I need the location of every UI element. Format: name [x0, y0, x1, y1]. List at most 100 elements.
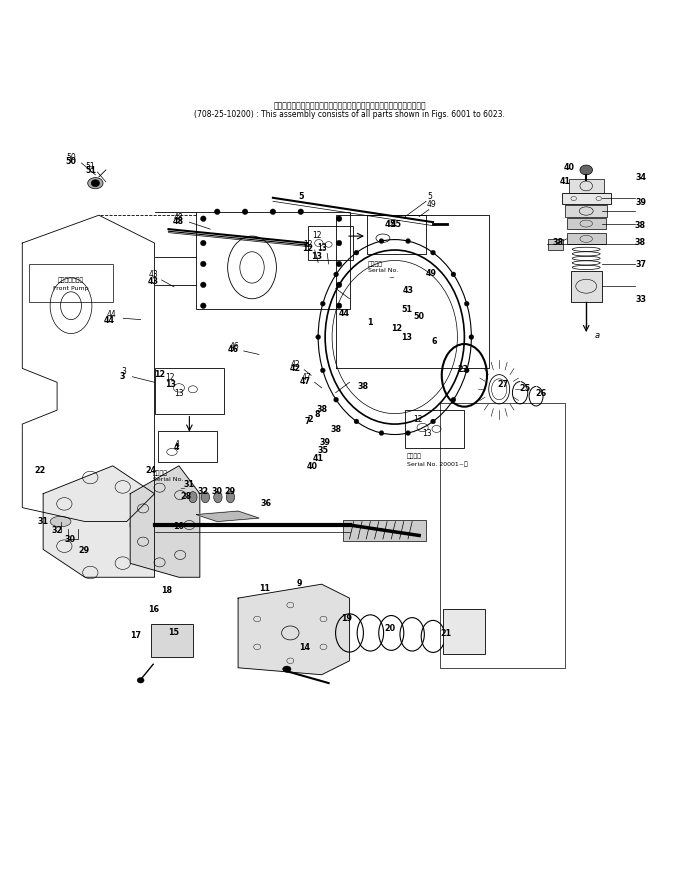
Bar — [308, 226, 353, 261]
Ellipse shape — [201, 262, 206, 267]
Text: 32: 32 — [198, 487, 209, 496]
Text: 29: 29 — [78, 545, 89, 554]
Text: 28: 28 — [180, 492, 192, 501]
Ellipse shape — [354, 419, 359, 424]
Ellipse shape — [87, 178, 103, 189]
Text: 3: 3 — [122, 367, 127, 376]
Text: 36: 36 — [261, 499, 271, 508]
Ellipse shape — [580, 166, 593, 175]
Text: 43: 43 — [147, 277, 159, 286]
Text: 50: 50 — [414, 311, 424, 321]
Text: 39: 39 — [635, 197, 646, 207]
Bar — [367, 216, 426, 254]
Text: 47: 47 — [301, 373, 311, 381]
Ellipse shape — [464, 302, 469, 307]
Ellipse shape — [405, 431, 410, 436]
Text: 44: 44 — [104, 316, 115, 324]
Text: (708-25-10200) : This assembly consists of all parts shown in Figs. 6001 to 6023: (708-25-10200) : This assembly consists … — [194, 110, 505, 118]
Text: 12: 12 — [303, 239, 312, 249]
Ellipse shape — [214, 492, 222, 503]
Bar — [154, 369, 224, 414]
Text: 34: 34 — [635, 173, 646, 182]
Bar — [151, 624, 193, 658]
Text: 適用号機: 適用号機 — [153, 470, 168, 475]
Ellipse shape — [336, 217, 342, 222]
Text: 31: 31 — [38, 516, 49, 525]
Text: 13: 13 — [165, 380, 176, 389]
Text: 35: 35 — [317, 446, 329, 455]
Text: 12: 12 — [302, 244, 313, 253]
Text: ~: ~ — [388, 275, 394, 281]
Ellipse shape — [431, 419, 435, 424]
Text: 51: 51 — [85, 167, 96, 175]
Ellipse shape — [405, 239, 410, 244]
Text: 16: 16 — [147, 604, 159, 613]
Text: 44: 44 — [106, 310, 116, 319]
Ellipse shape — [201, 492, 210, 503]
Text: 1: 1 — [368, 317, 373, 326]
Text: 13: 13 — [401, 332, 412, 341]
Text: 39: 39 — [319, 438, 331, 446]
Text: 25: 25 — [519, 384, 531, 393]
Text: 17: 17 — [130, 630, 141, 639]
Text: 38: 38 — [358, 381, 369, 391]
Ellipse shape — [320, 368, 325, 374]
Text: 42: 42 — [289, 364, 301, 373]
Text: 30: 30 — [64, 535, 75, 544]
Bar — [562, 194, 611, 205]
Ellipse shape — [379, 431, 384, 436]
Text: 43: 43 — [403, 285, 415, 294]
Text: 38: 38 — [330, 425, 341, 434]
Text: 21: 21 — [440, 629, 451, 638]
Text: 38: 38 — [635, 238, 646, 247]
Text: 24: 24 — [145, 466, 157, 474]
Polygon shape — [196, 511, 259, 522]
Ellipse shape — [137, 678, 144, 683]
Ellipse shape — [298, 210, 303, 215]
Bar — [405, 410, 464, 449]
Ellipse shape — [316, 335, 321, 340]
Bar — [565, 206, 607, 217]
Ellipse shape — [201, 282, 206, 289]
Bar — [440, 403, 565, 668]
Bar — [443, 609, 485, 654]
Text: 51: 51 — [402, 304, 413, 314]
Text: 27: 27 — [497, 380, 508, 389]
Text: 37: 37 — [635, 260, 646, 269]
Ellipse shape — [189, 492, 197, 503]
Text: 30: 30 — [212, 487, 223, 496]
Text: 49: 49 — [426, 268, 437, 277]
Text: 48: 48 — [174, 212, 184, 222]
Text: 38: 38 — [635, 221, 646, 230]
Ellipse shape — [451, 398, 456, 403]
Text: 12: 12 — [391, 324, 403, 333]
Text: 3: 3 — [120, 372, 125, 381]
Text: a: a — [595, 332, 600, 340]
Text: 12: 12 — [165, 373, 175, 381]
Text: 19: 19 — [341, 613, 352, 623]
Ellipse shape — [336, 262, 342, 267]
Text: 51: 51 — [86, 161, 95, 171]
Text: 41: 41 — [560, 176, 571, 186]
Text: 5: 5 — [427, 192, 432, 201]
Text: 20: 20 — [384, 624, 396, 632]
Text: 43: 43 — [148, 269, 158, 279]
Ellipse shape — [336, 303, 342, 310]
Polygon shape — [43, 467, 154, 578]
Text: 40: 40 — [307, 462, 318, 471]
Text: 12: 12 — [414, 415, 423, 424]
Text: Front Pump: Front Pump — [53, 286, 89, 291]
Ellipse shape — [431, 251, 435, 256]
Bar — [567, 234, 606, 246]
Text: 26: 26 — [535, 389, 547, 398]
Text: 2: 2 — [307, 415, 312, 424]
Text: このアセンブリの構成部品は第６００１図から第６０２３図まで含みます: このアセンブリの構成部品は第６００１図から第６０２３図まで含みます — [273, 101, 426, 111]
Ellipse shape — [333, 273, 338, 277]
Text: 50: 50 — [66, 157, 76, 167]
Text: 49: 49 — [427, 200, 437, 209]
Text: 48: 48 — [173, 217, 184, 226]
Text: 12: 12 — [154, 369, 166, 378]
Bar — [343, 521, 426, 541]
Text: 38: 38 — [553, 238, 564, 247]
Text: 18: 18 — [161, 585, 173, 594]
